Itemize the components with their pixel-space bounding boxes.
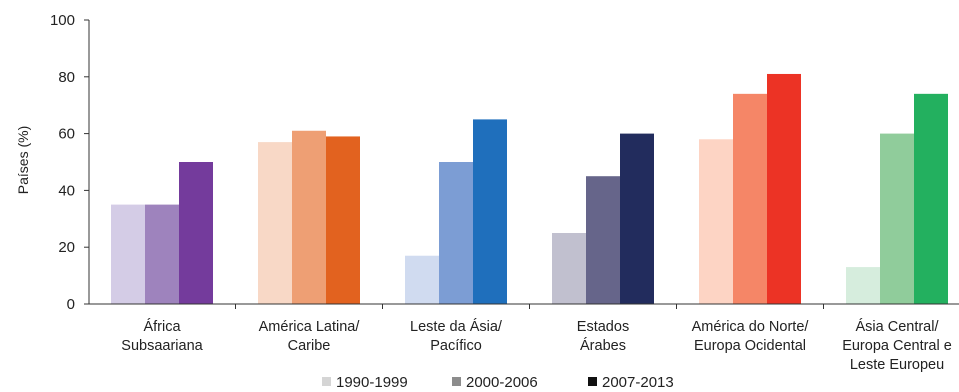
- bar: [552, 233, 586, 304]
- x-tick-label: Subsaariana: [121, 338, 203, 354]
- bar: [699, 139, 733, 304]
- bar: [258, 142, 292, 304]
- legend-swatch: [322, 377, 331, 386]
- x-tick-label: América Latina/: [259, 319, 361, 335]
- bar: [620, 133, 654, 304]
- legend-label: 2007-2013: [602, 374, 674, 391]
- bar: [145, 204, 179, 304]
- bars: [111, 73, 948, 305]
- bar: [767, 73, 801, 305]
- y-tick-label: 60: [58, 126, 75, 143]
- y-tick-label: 40: [58, 182, 75, 199]
- x-tick-label: América do Norte/: [692, 319, 810, 335]
- y-tick-label: 80: [58, 69, 75, 86]
- y-tick-label: 0: [67, 296, 75, 313]
- bar: [473, 119, 507, 305]
- y-tick-label: 100: [50, 12, 75, 29]
- x-tick-label: África: [143, 318, 181, 335]
- x-axis: África Subsaariana América Latina/Caribe Le…: [89, 303, 959, 373]
- legend: 1990-1999 2000-2006 2007-2013: [322, 374, 674, 391]
- bar: [733, 93, 767, 304]
- y-axis: 0 20 40 60 80 100: [50, 12, 90, 313]
- x-tick-label: Leste Europeu: [850, 357, 944, 373]
- x-tick-label: Europa Central e: [842, 338, 952, 354]
- legend-swatch: [588, 377, 597, 386]
- x-tick-label: Caribe: [288, 338, 331, 354]
- x-tick-label: Ásia Central/: [855, 318, 939, 335]
- bar: [179, 162, 213, 304]
- bar: [586, 176, 620, 304]
- bar: [439, 162, 473, 304]
- bar: [292, 130, 326, 304]
- y-axis-label: Países (%): [15, 126, 31, 194]
- bar: [405, 255, 439, 304]
- legend-label: 1990-1999: [336, 374, 408, 391]
- bar: [846, 267, 880, 304]
- bar: [326, 136, 360, 304]
- bar: [914, 93, 948, 304]
- legend-label: 2000-2006: [466, 374, 538, 391]
- x-tick-label: Pacífico: [430, 338, 482, 354]
- x-tick-label: Leste da Ásia/: [410, 318, 503, 335]
- y-tick-label: 20: [58, 239, 75, 256]
- x-tick-label: Europa Ocidental: [694, 338, 806, 354]
- x-tick-label: Árabes: [580, 337, 626, 354]
- bar: [111, 204, 145, 304]
- x-tick-label: Estados: [577, 319, 629, 335]
- bar: [880, 133, 914, 304]
- legend-swatch: [452, 377, 461, 386]
